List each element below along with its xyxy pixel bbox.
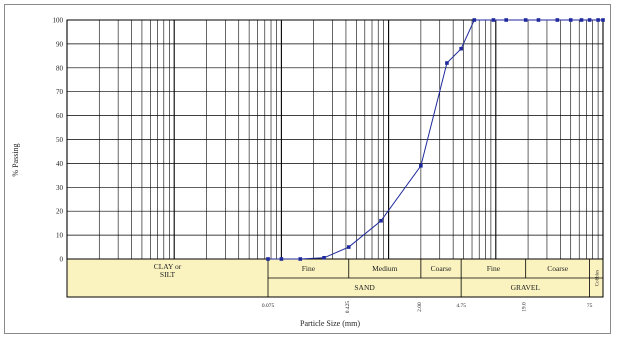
y-tick-label: 40: [56, 160, 64, 168]
y-tick-label: 20: [56, 208, 64, 216]
x-tick-label: 19.0: [522, 302, 528, 312]
series-group: [266, 18, 605, 261]
grid: [66, 19, 604, 260]
y-tick-label: 60: [56, 112, 64, 120]
data-point: [523, 18, 528, 22]
x-tick-label: 4.75: [456, 303, 466, 309]
band-label: Fine: [487, 264, 501, 273]
y-tick-label: 70: [56, 88, 64, 96]
data-point: [568, 18, 573, 22]
x-tick-label: 75: [587, 303, 593, 309]
chart-frame: 0 10 20 30 40 50 60 70 80 90 100 CLAY or SILT Fine Me…: [4, 4, 611, 334]
data-point: [346, 245, 351, 249]
data-point: [504, 18, 508, 22]
band-label-sand: SAND: [354, 283, 375, 292]
band-label-line: CLAY or: [154, 262, 182, 271]
x-axis-label: Particle Size (mm): [300, 319, 360, 328]
band-label-gravel: GRAVEL: [511, 283, 541, 292]
grain-size-chart: 0 10 20 30 40 50 60 70 80 90 100 CLAY or SILT Fine Me…: [11, 17, 605, 328]
x-tick-label: 0.425: [345, 301, 351, 314]
soil-classification-bands: CLAY or SILT Fine Medium Coarse Fine Coarse Cob…: [66, 258, 604, 298]
data-point: [472, 18, 477, 22]
band-label-cobbles: Cobbles: [595, 270, 600, 286]
data-point: [419, 163, 423, 168]
data-point: [445, 61, 449, 65]
data-point: [536, 18, 541, 22]
data-point: [587, 18, 592, 22]
data-point: [322, 256, 326, 260]
data-point: [379, 218, 383, 223]
data-point: [459, 46, 463, 51]
data-point: [491, 18, 496, 22]
y-tick-label: 100: [53, 17, 64, 25]
y-axis-label: % Passing: [11, 143, 20, 176]
band-label: Coarse: [547, 264, 568, 273]
data-point: [298, 257, 303, 261]
y-tick-label: 90: [56, 40, 64, 48]
data-point: [279, 257, 284, 261]
band-label: Medium: [372, 264, 398, 273]
band-label: Fine: [302, 264, 316, 273]
data-point: [596, 18, 600, 22]
x-tick-labels: 0.075 0.425 2.00 4.75 19.0 75: [262, 301, 593, 314]
data-point: [579, 18, 584, 22]
data-point: [555, 18, 560, 22]
band-label-line: SILT: [160, 270, 176, 279]
x-tick-label: 2.00: [417, 302, 423, 312]
y-tick-label: 0: [60, 256, 64, 264]
band-label: Coarse: [431, 264, 452, 273]
y-tick-label: 30: [56, 184, 64, 192]
x-tick-label: 0.075: [262, 303, 275, 309]
y-tick-labels: 0 10 20 30 40 50 60 70 80 90 100: [53, 17, 64, 264]
band-label-clay-silt: CLAY or SILT: [154, 262, 182, 279]
y-tick-label: 10: [56, 232, 64, 240]
data-point: [601, 18, 605, 22]
y-tick-label: 50: [56, 136, 64, 144]
y-tick-label: 80: [56, 64, 64, 72]
data-point: [266, 257, 270, 261]
